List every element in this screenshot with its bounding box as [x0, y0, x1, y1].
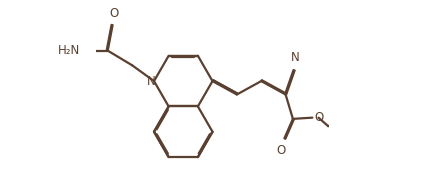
- Text: O: O: [276, 144, 285, 157]
- Text: N: N: [291, 51, 300, 64]
- Text: N: N: [147, 75, 156, 88]
- Text: O: O: [109, 7, 119, 20]
- Text: H₂N: H₂N: [57, 44, 80, 57]
- Text: O: O: [315, 111, 324, 124]
